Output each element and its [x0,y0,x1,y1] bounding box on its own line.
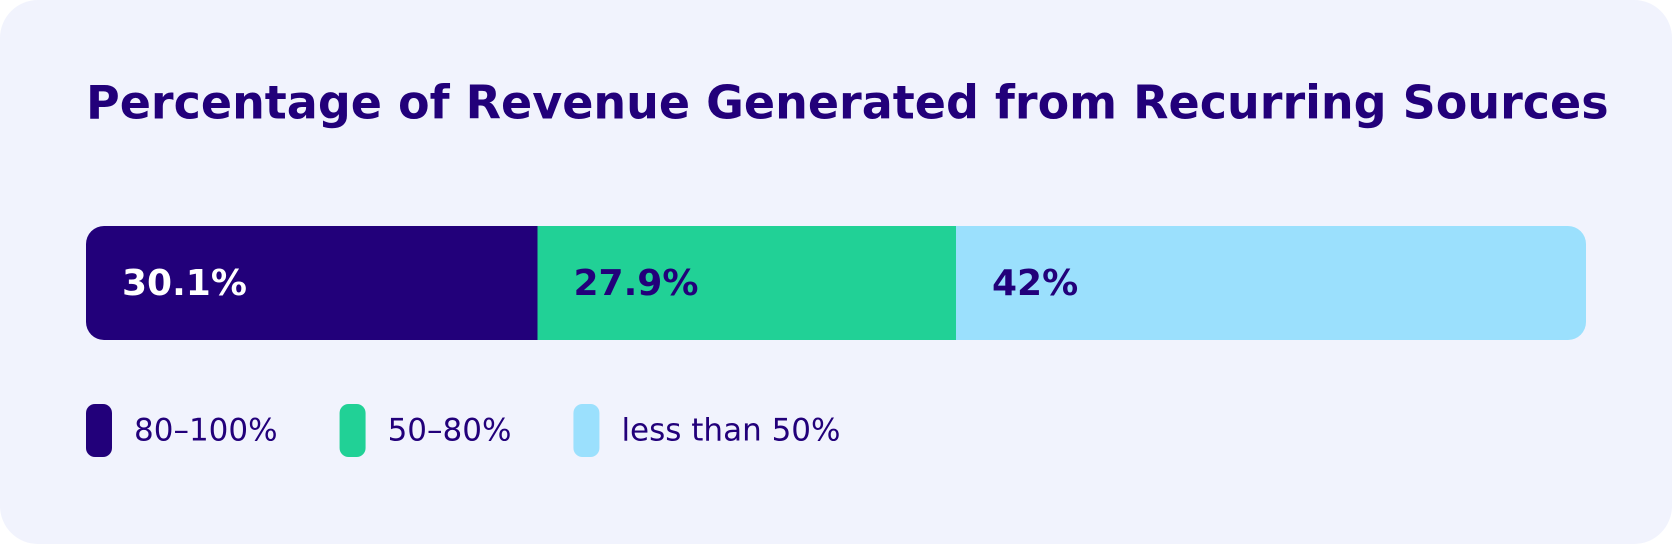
data-label: 30.1% [122,263,247,304]
legend-swatch [573,404,600,457]
legend-label: 80–100% [134,413,278,449]
data-label: 42% [992,263,1078,304]
data-label: 27.9% [574,263,699,304]
legend-swatch [86,404,112,457]
bar-segment [86,226,538,340]
bar-segment [537,226,956,340]
bar-group [86,226,1586,340]
legend-swatch [339,404,366,457]
bar-segment [956,226,1586,340]
chart-title: Percentage of Revenue Generated from Rec… [86,76,1609,130]
legend-label: 50–80% [388,413,512,449]
legend-label: less than 50% [621,413,840,449]
